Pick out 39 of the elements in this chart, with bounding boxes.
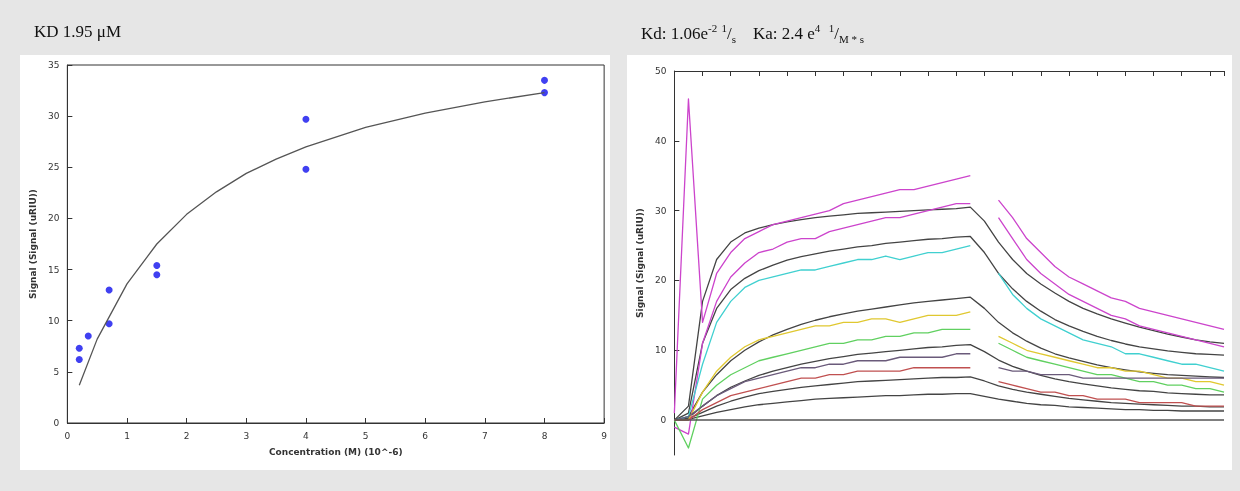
x-tick-label: 3 bbox=[243, 430, 250, 441]
x-tick-label: 0 bbox=[64, 430, 71, 441]
x-tick-label: 4 bbox=[303, 430, 310, 441]
y-tick-label: 15 bbox=[47, 264, 60, 275]
x-axis-title: Concentration (M) (10^-6) bbox=[268, 446, 403, 457]
x-tick-label: 5 bbox=[362, 430, 369, 441]
y-tick-label: 10 bbox=[654, 345, 667, 356]
y-tick-label: 20 bbox=[654, 275, 667, 286]
point bbox=[541, 76, 548, 84]
y-tick-label: 50 bbox=[654, 66, 667, 76]
x-tick-label: 1 bbox=[124, 430, 130, 441]
point bbox=[302, 165, 310, 173]
x-tick-label: 8 bbox=[541, 430, 548, 441]
y-tick-label: 0 bbox=[660, 415, 667, 426]
y-axis-title: Signal (Signal (uRIU)) bbox=[634, 208, 645, 318]
point bbox=[75, 344, 83, 352]
y-tick-label: 35 bbox=[47, 60, 60, 70]
y-tick-label: 10 bbox=[47, 315, 60, 326]
y-tick-label: 30 bbox=[47, 111, 60, 122]
x-tick-label: 7 bbox=[481, 430, 488, 441]
point bbox=[302, 115, 310, 123]
y-tick-label: 30 bbox=[654, 205, 667, 216]
point bbox=[153, 261, 161, 269]
point bbox=[75, 356, 83, 364]
y-tick-label: 25 bbox=[47, 162, 60, 173]
point bbox=[84, 332, 92, 340]
chart-title: Kd: 1.06e$^{-2}$ $^{1}$/$_{s}$ Ka: 2.4 e$^{4}$ $^{1}$/$_{M * s}$ bbox=[641, 22, 865, 46]
x-tick-label: 9 bbox=[601, 430, 608, 441]
y-axis-title: Signal (Signal (uRIU)) bbox=[27, 189, 38, 299]
line-series bbox=[78, 91, 546, 386]
y-tick-label: 40 bbox=[654, 135, 667, 146]
y-tick-label: 20 bbox=[47, 213, 60, 224]
chart-title: KD 1.95 μM bbox=[34, 22, 122, 43]
point bbox=[153, 271, 161, 279]
point bbox=[105, 320, 113, 328]
x-tick-label: 2 bbox=[183, 430, 190, 441]
x-tick-label: 6 bbox=[422, 430, 429, 441]
y-tick-label: 0 bbox=[53, 418, 60, 428]
y-tick-label: 5 bbox=[53, 366, 60, 377]
